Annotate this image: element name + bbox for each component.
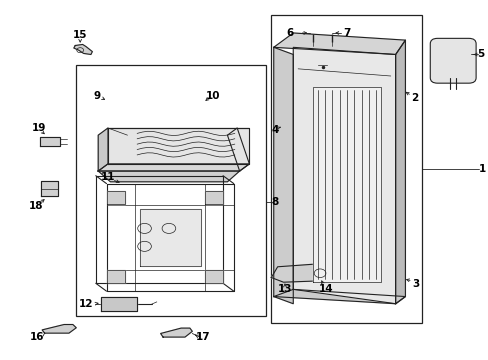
Polygon shape — [98, 171, 239, 182]
Polygon shape — [101, 297, 137, 311]
Polygon shape — [395, 40, 405, 304]
Polygon shape — [108, 128, 249, 164]
Text: 14: 14 — [319, 284, 333, 294]
Bar — [271, 15, 422, 323]
Text: 12: 12 — [79, 299, 93, 309]
Text: 13: 13 — [277, 284, 292, 294]
Polygon shape — [41, 181, 58, 196]
Text: 16: 16 — [30, 332, 44, 342]
Polygon shape — [107, 270, 125, 283]
Polygon shape — [273, 47, 293, 304]
Polygon shape — [98, 164, 249, 171]
Polygon shape — [98, 128, 108, 171]
Polygon shape — [273, 33, 405, 54]
FancyBboxPatch shape — [429, 39, 475, 83]
Polygon shape — [205, 192, 223, 204]
Polygon shape — [107, 192, 125, 204]
Text: 5: 5 — [476, 49, 484, 59]
Polygon shape — [40, 137, 60, 146]
Text: 2: 2 — [411, 93, 418, 103]
Polygon shape — [271, 264, 322, 282]
Polygon shape — [312, 87, 380, 282]
Text: 1: 1 — [478, 164, 485, 174]
Text: 19: 19 — [32, 123, 46, 133]
Text: 8: 8 — [270, 197, 278, 207]
Polygon shape — [160, 328, 192, 337]
Polygon shape — [273, 289, 405, 304]
Text: 6: 6 — [286, 28, 293, 38]
Bar — [76, 65, 266, 316]
Text: 3: 3 — [412, 279, 419, 289]
Text: 11: 11 — [101, 172, 115, 182]
Text: 7: 7 — [343, 28, 350, 38]
Text: 10: 10 — [205, 91, 220, 101]
Polygon shape — [140, 209, 200, 266]
Text: 9: 9 — [94, 91, 101, 101]
Text: 17: 17 — [195, 332, 210, 342]
Polygon shape — [74, 44, 92, 54]
Polygon shape — [293, 47, 395, 304]
Text: 15: 15 — [72, 30, 87, 40]
Text: 4: 4 — [271, 125, 278, 135]
Text: 18: 18 — [29, 201, 43, 211]
Polygon shape — [227, 128, 249, 171]
Polygon shape — [42, 324, 76, 333]
Polygon shape — [205, 270, 223, 283]
